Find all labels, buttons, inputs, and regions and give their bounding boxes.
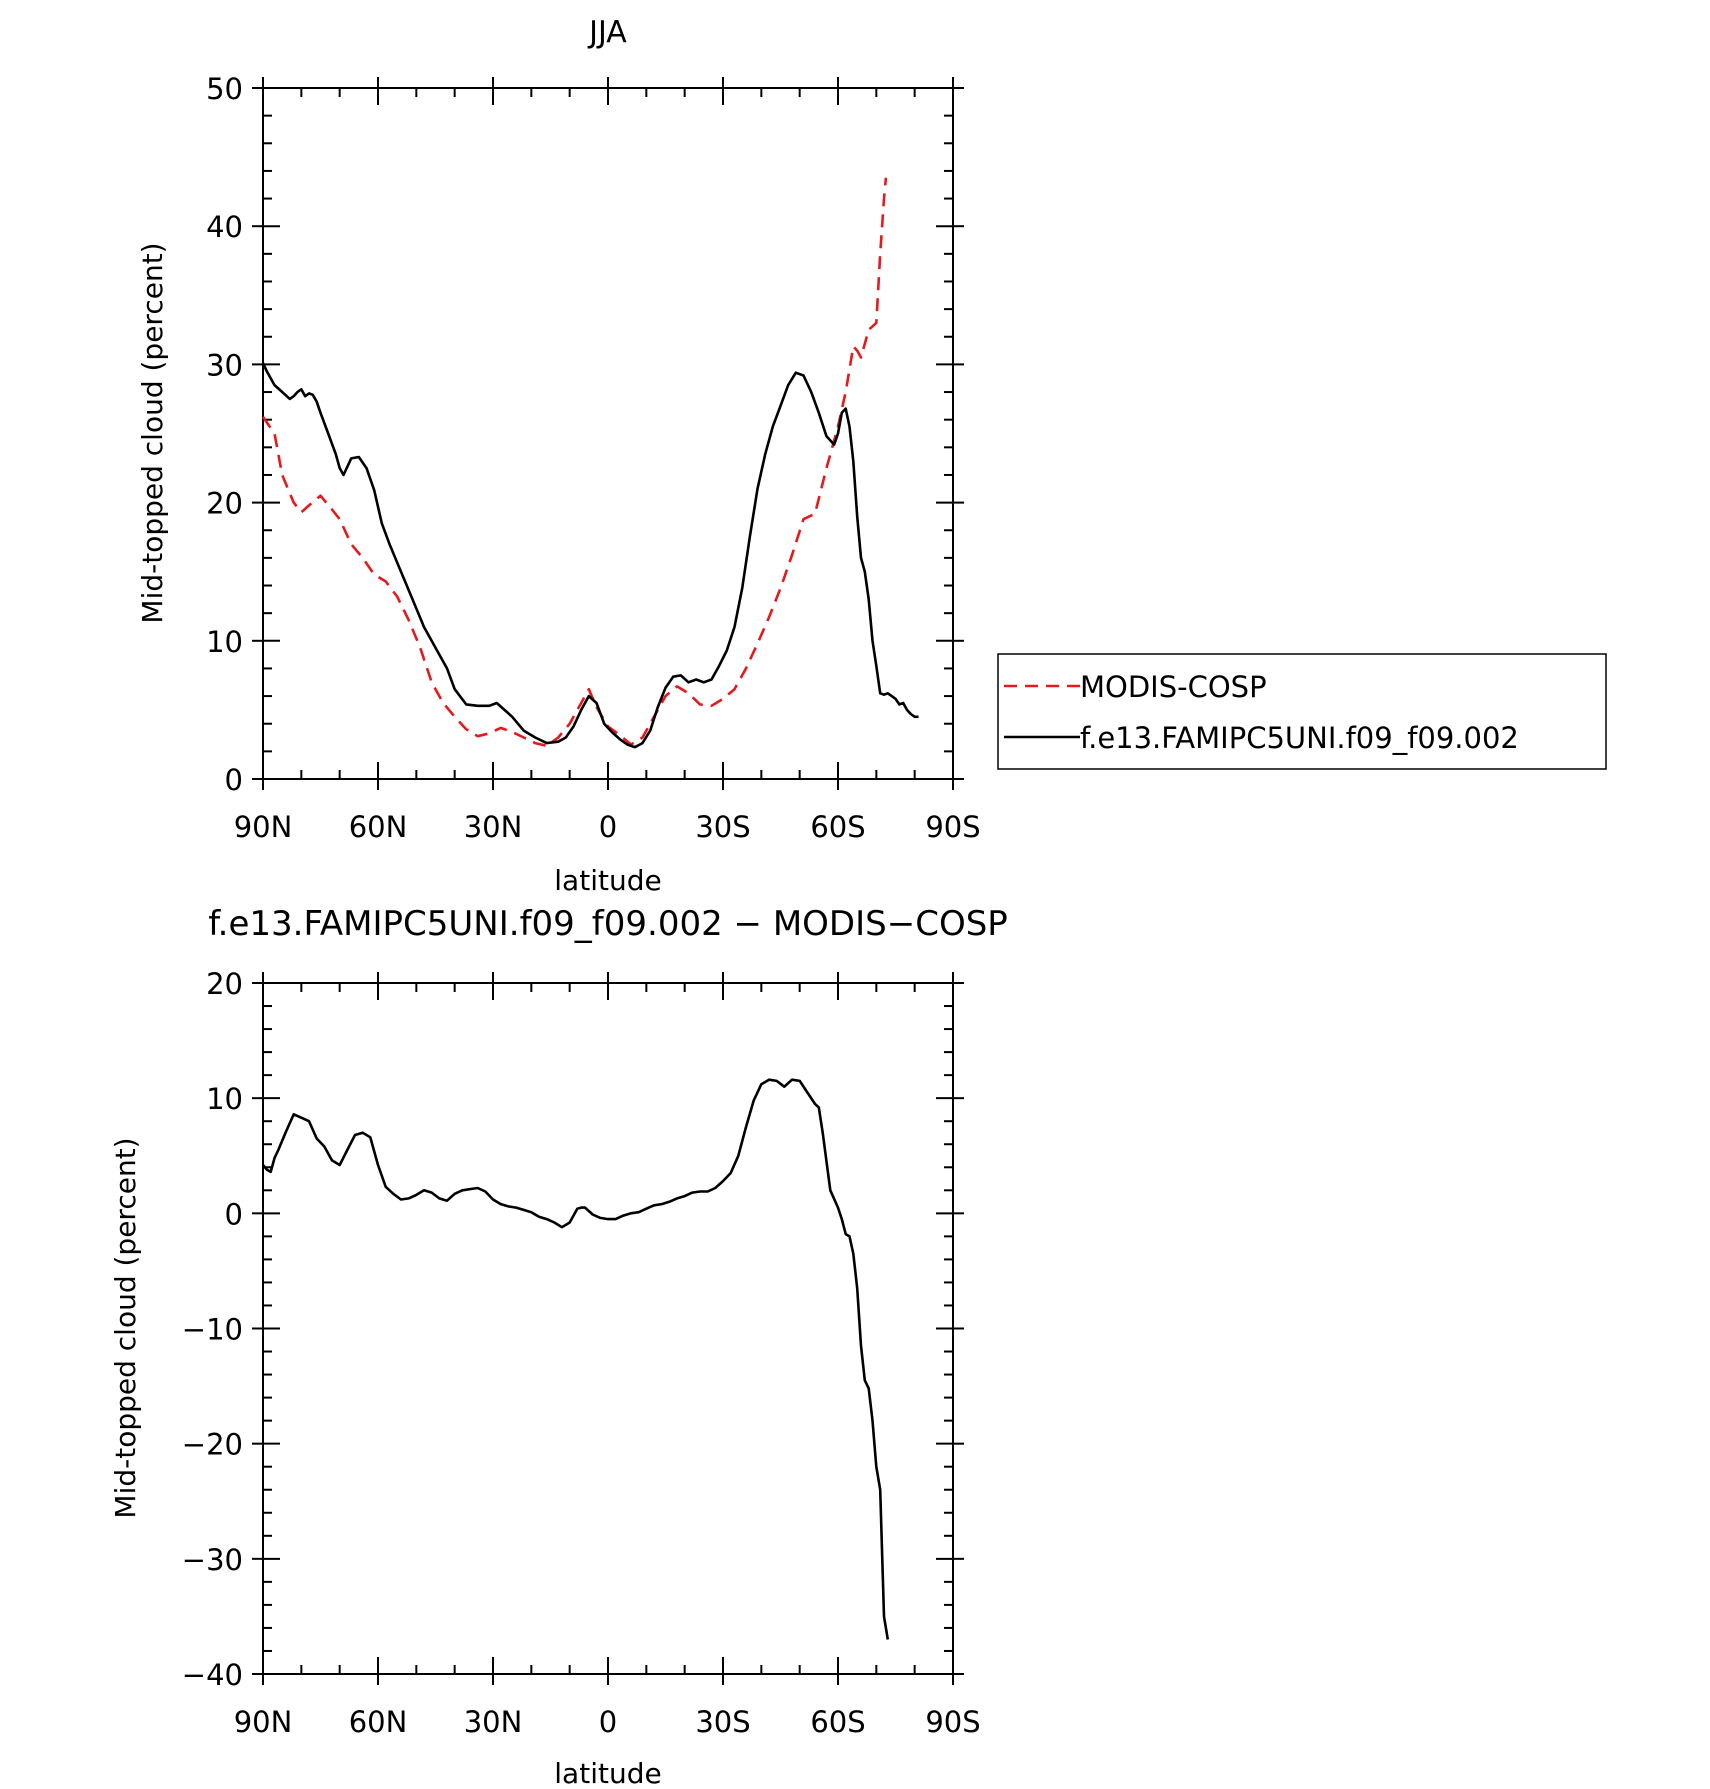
top-series-group (261, 177, 919, 749)
legend: MODIS-COSP f.e13.FAMIPC5UNI.f09_f09.002 (997, 653, 1607, 770)
bottom-y-tick-label: 0 (225, 1197, 243, 1231)
bottom-y-axis-label: Mid-topped cloud (percent) (109, 1137, 142, 1518)
bottom-series-line-0 (261, 1078, 890, 1640)
top-y-tick-label: 40 (206, 210, 243, 244)
bottom-y-tick-label: −40 (182, 1658, 243, 1692)
top-title: JJA (587, 15, 627, 50)
bottom-plot-frame (262, 982, 954, 1675)
top-x-axis-label: latitude (554, 864, 661, 897)
bottom-x-ticks: 90N 60N 30N 0 30S 60S 90S (234, 972, 981, 1739)
top-y-tick-label: 20 (206, 487, 243, 521)
top-y-tick-label: 0 (225, 763, 243, 797)
top-x-tick-label: 30N (464, 810, 523, 844)
top-x-tick-label: 0 (599, 810, 617, 844)
top-series-line-1 (261, 362, 919, 749)
bottom-panel: f.e13.FAMIPC5UNI.f09_f09.002 − MODIS−COS… (109, 904, 1008, 1789)
bottom-x-tick-label: 60N (349, 1705, 408, 1739)
top-series-line-0 (261, 177, 888, 748)
top-y-ticks: 0 10 20 30 40 50 (206, 72, 964, 797)
top-x-tick-label: 90S (925, 810, 980, 844)
bottom-title: f.e13.FAMIPC5UNI.f09_f09.002 − MODIS−COS… (208, 904, 1008, 944)
bottom-x-tick-label: 0 (599, 1705, 617, 1739)
legend-box (997, 653, 1607, 770)
legend-label-famipc5uni: f.e13.FAMIPC5UNI.f09_f09.002 (1080, 721, 1519, 755)
bottom-x-tick-label: 30S (695, 1705, 750, 1739)
bottom-x-tick-label: 30N (464, 1705, 523, 1739)
top-x-tick-label: 60S (810, 810, 865, 844)
top-y-tick-label: 10 (206, 625, 243, 659)
bottom-y-tick-label: −30 (182, 1543, 243, 1577)
top-y-tick-label: 30 (206, 348, 243, 382)
bottom-y-tick-label: −10 (182, 1313, 243, 1347)
top-x-tick-label: 60N (349, 810, 408, 844)
top-x-tick-label: 90N (234, 810, 293, 844)
bottom-y-tick-label: 10 (206, 1082, 243, 1116)
top-x-tick-label: 30S (695, 810, 750, 844)
top-x-ticks: 90N 60N 30N 0 30S 60S 90S (234, 77, 981, 844)
bottom-series-group (261, 1078, 890, 1640)
top-y-axis-label: Mid-topped cloud (percent) (136, 242, 169, 623)
bottom-y-ticks: −40 −30 −20 −10 0 10 20 (182, 967, 964, 1692)
bottom-y-tick-label: −20 (182, 1428, 243, 1462)
top-y-tick-label: 50 (206, 72, 243, 106)
legend-label-modis-cosp: MODIS-COSP (1080, 670, 1267, 704)
bottom-x-tick-label: 90S (925, 1705, 980, 1739)
bottom-y-tick-label: 20 (206, 967, 243, 1001)
bottom-x-tick-label: 90N (234, 1705, 293, 1739)
bottom-x-axis-label: latitude (554, 1757, 661, 1789)
bottom-x-tick-label: 60S (810, 1705, 865, 1739)
top-panel: JJA 0 10 20 30 40 50 90N 60N 30N 0 30S 60S 90S lati… (136, 15, 981, 897)
